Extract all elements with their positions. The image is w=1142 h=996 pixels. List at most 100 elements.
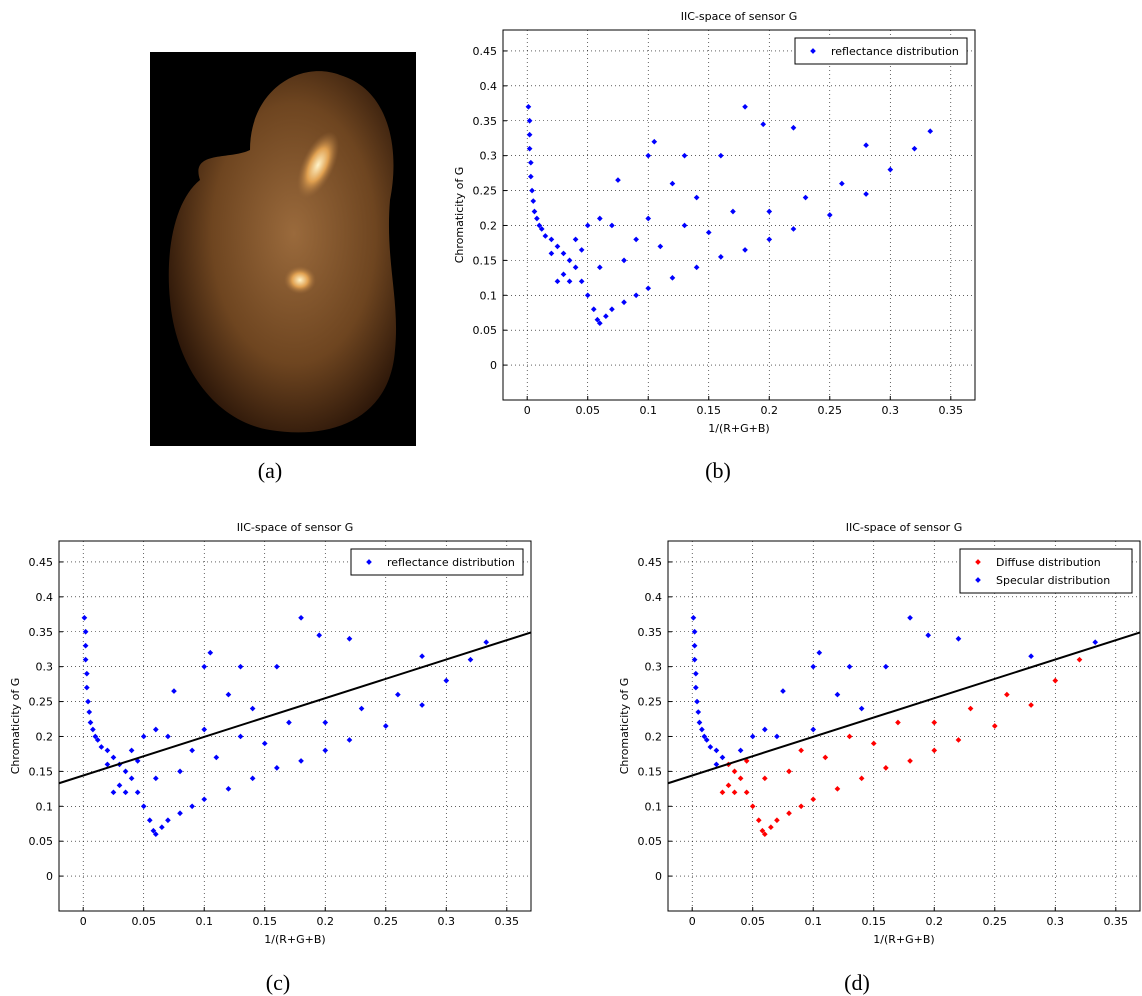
point xyxy=(152,831,159,838)
point xyxy=(870,740,877,747)
y-tick-label: 0.25 xyxy=(473,185,498,198)
x-tick-label: 0 xyxy=(524,404,531,417)
y-tick-label: 0.3 xyxy=(36,661,54,674)
y-tick-label: 0 xyxy=(490,359,497,372)
point xyxy=(731,789,738,796)
point xyxy=(713,761,720,768)
x-tick-label: 0.05 xyxy=(740,915,765,928)
x-tick-label: 0.2 xyxy=(317,915,335,928)
point xyxy=(858,775,865,782)
y-tick-label: 0.2 xyxy=(36,730,54,743)
point xyxy=(201,726,208,733)
point xyxy=(81,614,88,621)
point xyxy=(766,236,773,243)
point xyxy=(382,723,389,729)
y-tick-label: 0.2 xyxy=(645,730,663,743)
legend-marker xyxy=(975,559,981,565)
y-tick-label: 0.25 xyxy=(638,696,663,709)
x-tick-label: 0.25 xyxy=(374,915,399,928)
point xyxy=(737,775,744,782)
point xyxy=(542,233,549,239)
point xyxy=(681,152,688,159)
point xyxy=(237,733,244,740)
plot-area xyxy=(503,30,975,400)
point xyxy=(578,247,585,253)
point xyxy=(98,744,105,750)
x-tick-label: 0.35 xyxy=(1104,915,1129,928)
point xyxy=(755,817,762,824)
point xyxy=(786,768,792,775)
x-tick-label: 0.25 xyxy=(983,915,1008,928)
point xyxy=(596,264,603,271)
point xyxy=(786,810,792,817)
point xyxy=(798,803,804,810)
point xyxy=(82,642,89,649)
axes-frame xyxy=(667,540,1141,912)
legend-box xyxy=(794,37,968,65)
chart-title: IIC-space of sensor G xyxy=(681,10,797,23)
x-tick-label: 0.3 xyxy=(882,404,900,417)
point xyxy=(694,698,700,705)
point xyxy=(761,775,768,782)
point xyxy=(322,719,329,726)
point xyxy=(87,719,94,726)
x-axis-label: 1/(R+G+B) xyxy=(264,933,325,946)
point xyxy=(907,758,913,764)
point xyxy=(316,632,323,639)
y-tick-label: 0.45 xyxy=(638,556,663,569)
point xyxy=(839,180,845,187)
y-tick-label: 0 xyxy=(655,870,662,883)
y-tick-label: 0.1 xyxy=(480,289,498,302)
point xyxy=(863,191,869,197)
point xyxy=(395,691,401,698)
fit-line xyxy=(667,631,1141,785)
y-tick-label: 0.15 xyxy=(29,765,54,778)
y-tick-label: 0.15 xyxy=(638,765,663,778)
point xyxy=(743,789,750,796)
point xyxy=(165,817,171,824)
legend-label: reflectance distribution xyxy=(831,45,959,58)
point xyxy=(693,194,700,201)
point xyxy=(810,663,817,670)
point xyxy=(146,817,153,824)
point xyxy=(695,709,702,715)
point xyxy=(165,733,171,740)
x-tick-label: 0.35 xyxy=(939,404,964,417)
point xyxy=(822,754,829,761)
point xyxy=(863,142,869,149)
point xyxy=(590,306,597,313)
point xyxy=(419,653,425,660)
point xyxy=(669,275,676,281)
point xyxy=(566,257,573,264)
chart: 0 0.05 0.1 0.15 0.2 0.25 0.3 0.35 0 0.05 0.1 0.15 0.… xyxy=(618,521,1141,946)
x-axis-label: 1/(R+G+B) xyxy=(708,422,769,435)
point xyxy=(883,663,889,670)
point xyxy=(554,278,561,285)
point xyxy=(690,614,697,621)
y-axis-label: Chromaticity of G xyxy=(618,678,631,775)
point xyxy=(150,827,157,834)
chart-title: IIC-space of sensor G xyxy=(846,521,962,534)
point xyxy=(633,236,639,243)
point xyxy=(159,824,165,831)
point xyxy=(883,765,889,771)
legend-box xyxy=(350,548,524,576)
point xyxy=(128,747,135,754)
point xyxy=(691,642,698,649)
point xyxy=(991,723,998,729)
point xyxy=(322,747,329,754)
point xyxy=(719,789,726,796)
point xyxy=(846,733,853,740)
point xyxy=(85,698,91,705)
point xyxy=(594,316,601,323)
point xyxy=(759,827,766,834)
y-tick-label: 0.3 xyxy=(480,150,498,163)
point xyxy=(443,677,450,684)
point xyxy=(201,663,208,670)
point xyxy=(887,166,894,173)
point xyxy=(134,789,141,796)
point xyxy=(213,754,220,761)
x-tick-label: 0.35 xyxy=(495,915,520,928)
x-tick-label: 0.15 xyxy=(252,915,277,928)
